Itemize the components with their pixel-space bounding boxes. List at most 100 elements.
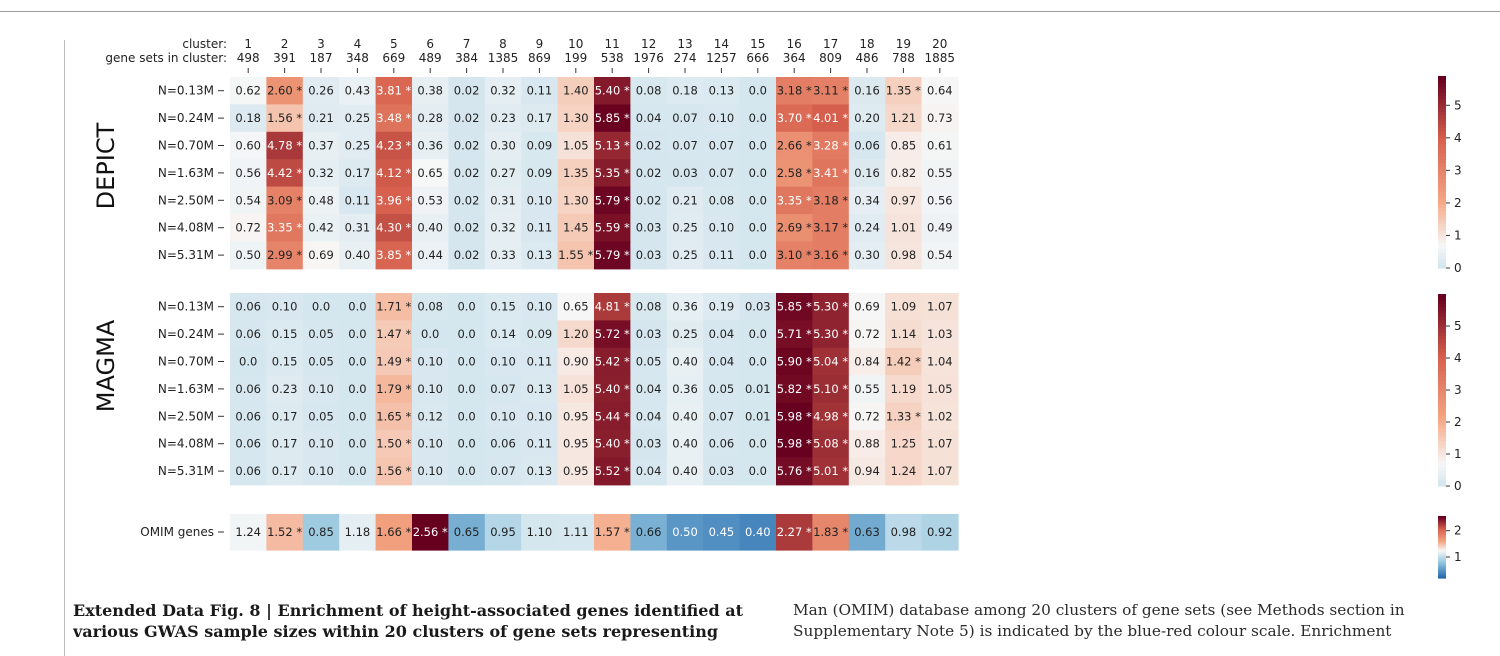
heatmap-cell (266, 131, 304, 160)
cell-value-label: 0.32 (490, 84, 516, 98)
heatmap-cell (448, 241, 486, 270)
colorbar-segment (1438, 342, 1446, 346)
heatmap-cell (375, 375, 413, 404)
cell-value-label: 0.07 (672, 111, 698, 125)
colorbar-segment (1438, 361, 1446, 365)
cell-value-label: 5.72 * (595, 327, 630, 341)
colorbar-tick-label: 5 (1454, 319, 1462, 333)
cell-value-label: 0.12 (417, 409, 443, 423)
colorbar-segment (1438, 534, 1446, 537)
cell-value-label: 0.0 (457, 464, 475, 478)
cell-value-label: 0.25 (345, 111, 371, 125)
heatmap-cell (776, 430, 813, 458)
colorbar-segment (1438, 380, 1446, 385)
colorbar-segment (1438, 213, 1446, 218)
colorbar-segment (1438, 567, 1446, 570)
cell-value-label: 4.01 * (813, 111, 848, 125)
cell-value-label: 0.21 (672, 193, 698, 207)
cell-value-label: 2.58 * (777, 166, 812, 180)
heatmap-cell (448, 430, 486, 458)
gene-set-count: 199 (564, 51, 587, 65)
heatmap-cell (812, 186, 850, 215)
cell-value-label: 0.25 (672, 221, 698, 235)
gene-set-count: 1885 (925, 51, 956, 65)
heatmap-cell (412, 186, 449, 215)
heatmap-cell (739, 159, 777, 188)
heatmap-cell (557, 457, 595, 486)
colorbar-segment (1438, 156, 1446, 160)
heatmap-cell (812, 77, 850, 105)
cell-value-label: 0.0 (749, 111, 767, 125)
cell-value-label: 5.85 * (777, 300, 812, 314)
cell-value-label: 0.27 (490, 166, 516, 180)
colorbar-segment (1438, 565, 1446, 568)
heatmap-cell (375, 104, 413, 133)
cluster-number: 19 (896, 37, 911, 51)
row-label: N=0.13M (158, 300, 214, 314)
heatmap-cell (266, 457, 304, 486)
cluster-number: 20 (932, 37, 947, 51)
heatmap-cell (703, 457, 741, 486)
heatmap-cell (776, 77, 813, 105)
colorbar-segment (1438, 396, 1446, 401)
caption-body-line: Supplementary Note 5) is indicated by th… (793, 622, 1392, 640)
heatmap-cell (885, 186, 923, 215)
gene-set-count: 809 (819, 51, 842, 65)
cell-value-label: 0.04 (709, 327, 735, 341)
cell-value-label: 3.35 * (777, 193, 812, 207)
cell-value-label: 0.37 (308, 139, 334, 153)
cell-value-label: 0.02 (636, 166, 662, 180)
cell-value-label: 0.10 (308, 437, 334, 451)
heatmap-cell (885, 131, 923, 160)
colorbar-segment (1438, 538, 1446, 541)
cell-value-label: 0.02 (454, 248, 480, 262)
heatmap-cell (848, 77, 886, 105)
cell-value-label: 4.98 * (813, 409, 848, 423)
cell-value-label: 0.04 (636, 111, 662, 125)
heatmap-cell (339, 457, 377, 486)
colorbar-segment (1438, 390, 1446, 394)
cluster-number: 11 (605, 37, 620, 51)
heatmap-cell (339, 214, 377, 242)
colorbar-segment (1438, 345, 1446, 349)
colorbar-segment (1438, 529, 1446, 532)
cell-value-label: 0.08 (636, 84, 662, 98)
heatmap-cell (521, 347, 559, 376)
heatmap-cell (521, 457, 559, 486)
cell-value-label: 0.66 (636, 525, 662, 539)
colorbar-segment (1438, 258, 1446, 263)
cell-value-label: 0.40 (745, 525, 771, 539)
cell-value-label: 0.21 (308, 111, 334, 125)
heatmap-cell (484, 402, 522, 431)
cell-value-label: 0.0 (457, 382, 475, 396)
cell-value-label: 3.09 * (267, 193, 302, 207)
colorbar-segment (1438, 409, 1446, 413)
cell-value-label: 0.10 (709, 221, 735, 235)
cell-value-label: 0.11 (527, 84, 553, 98)
colorbar-segment (1438, 530, 1446, 533)
colorbar-segment (1438, 393, 1446, 397)
heatmap-cell (921, 320, 959, 349)
heatmap-cell (266, 104, 304, 133)
heatmap-cell (666, 514, 704, 551)
heatmap-cell (521, 402, 559, 431)
colorbar-segment (1438, 329, 1446, 333)
heatmap-cell (230, 159, 267, 188)
heatmap-cell (739, 514, 777, 551)
heatmap-cell (484, 104, 522, 133)
cell-value-label: 1.71 * (376, 300, 411, 314)
colorbar-segment (1438, 418, 1446, 423)
heatmap-cell (557, 77, 595, 105)
colorbar-tick-label: 2 (1454, 196, 1462, 210)
heatmap-cell (448, 375, 486, 404)
heatmap-cell (302, 430, 340, 458)
cell-value-label: 3.11 * (813, 84, 848, 98)
cell-value-label: 0.10 (527, 300, 553, 314)
cell-value-label: 1.35 * (886, 84, 921, 98)
cell-value-label: 0.36 (417, 139, 443, 153)
heatmap-cell (339, 104, 377, 133)
cell-value-label: 0.11 (709, 248, 735, 262)
heatmap-cell (448, 402, 486, 431)
cell-value-label: 0.56 (235, 166, 261, 180)
heatmap-cell (594, 214, 631, 242)
